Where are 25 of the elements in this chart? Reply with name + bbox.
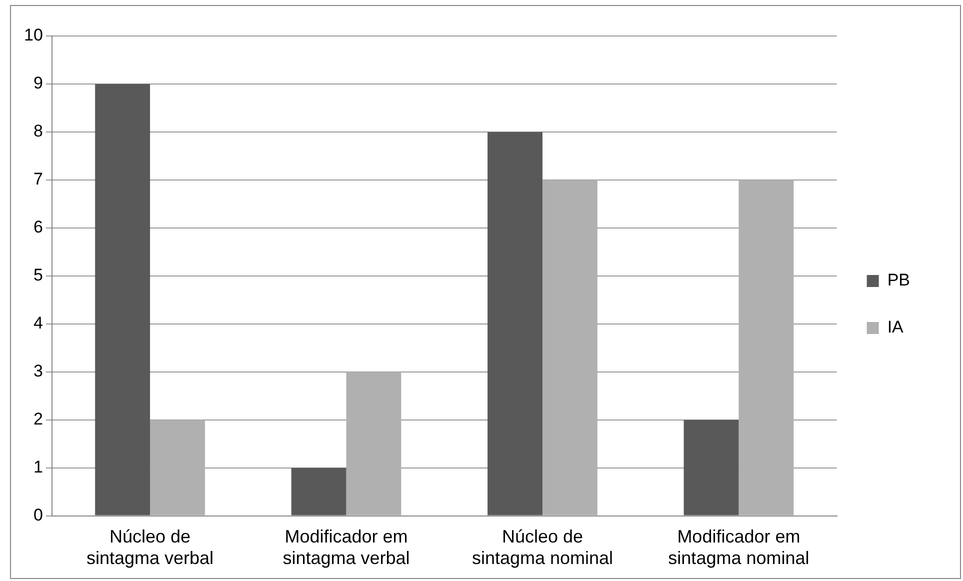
y-tick-label: 0 bbox=[33, 505, 43, 524]
y-tick-label: 9 bbox=[33, 74, 43, 93]
y-tick-label: 5 bbox=[33, 266, 43, 285]
x-tick-label: Modificador em sintagma verbal bbox=[282, 526, 410, 568]
x-tick-label: Núcleo de sintagma nominal bbox=[472, 526, 614, 568]
y-tick-label: 2 bbox=[33, 410, 43, 429]
bar bbox=[150, 420, 205, 516]
x-tick-label: Modificador em sintagma nominal bbox=[668, 526, 810, 568]
bar bbox=[291, 468, 346, 516]
y-tick-label: 6 bbox=[33, 218, 43, 237]
y-tick-label: 4 bbox=[33, 314, 43, 333]
y-tick-label: 7 bbox=[33, 170, 43, 189]
bar bbox=[738, 180, 794, 516]
bar bbox=[346, 372, 402, 516]
legend-label: PB bbox=[887, 270, 910, 290]
x-tick-label: Núcleo de sintagma verbal bbox=[86, 526, 214, 568]
legend-label: IA bbox=[887, 318, 904, 337]
bar bbox=[95, 84, 150, 516]
bar bbox=[488, 132, 542, 516]
y-tick-label: 3 bbox=[33, 362, 43, 381]
y-tick-label: 1 bbox=[33, 458, 43, 477]
bar bbox=[542, 180, 598, 516]
bar bbox=[684, 420, 739, 516]
y-tick-label: 10 bbox=[24, 26, 43, 45]
y-tick-label: 8 bbox=[33, 122, 43, 141]
